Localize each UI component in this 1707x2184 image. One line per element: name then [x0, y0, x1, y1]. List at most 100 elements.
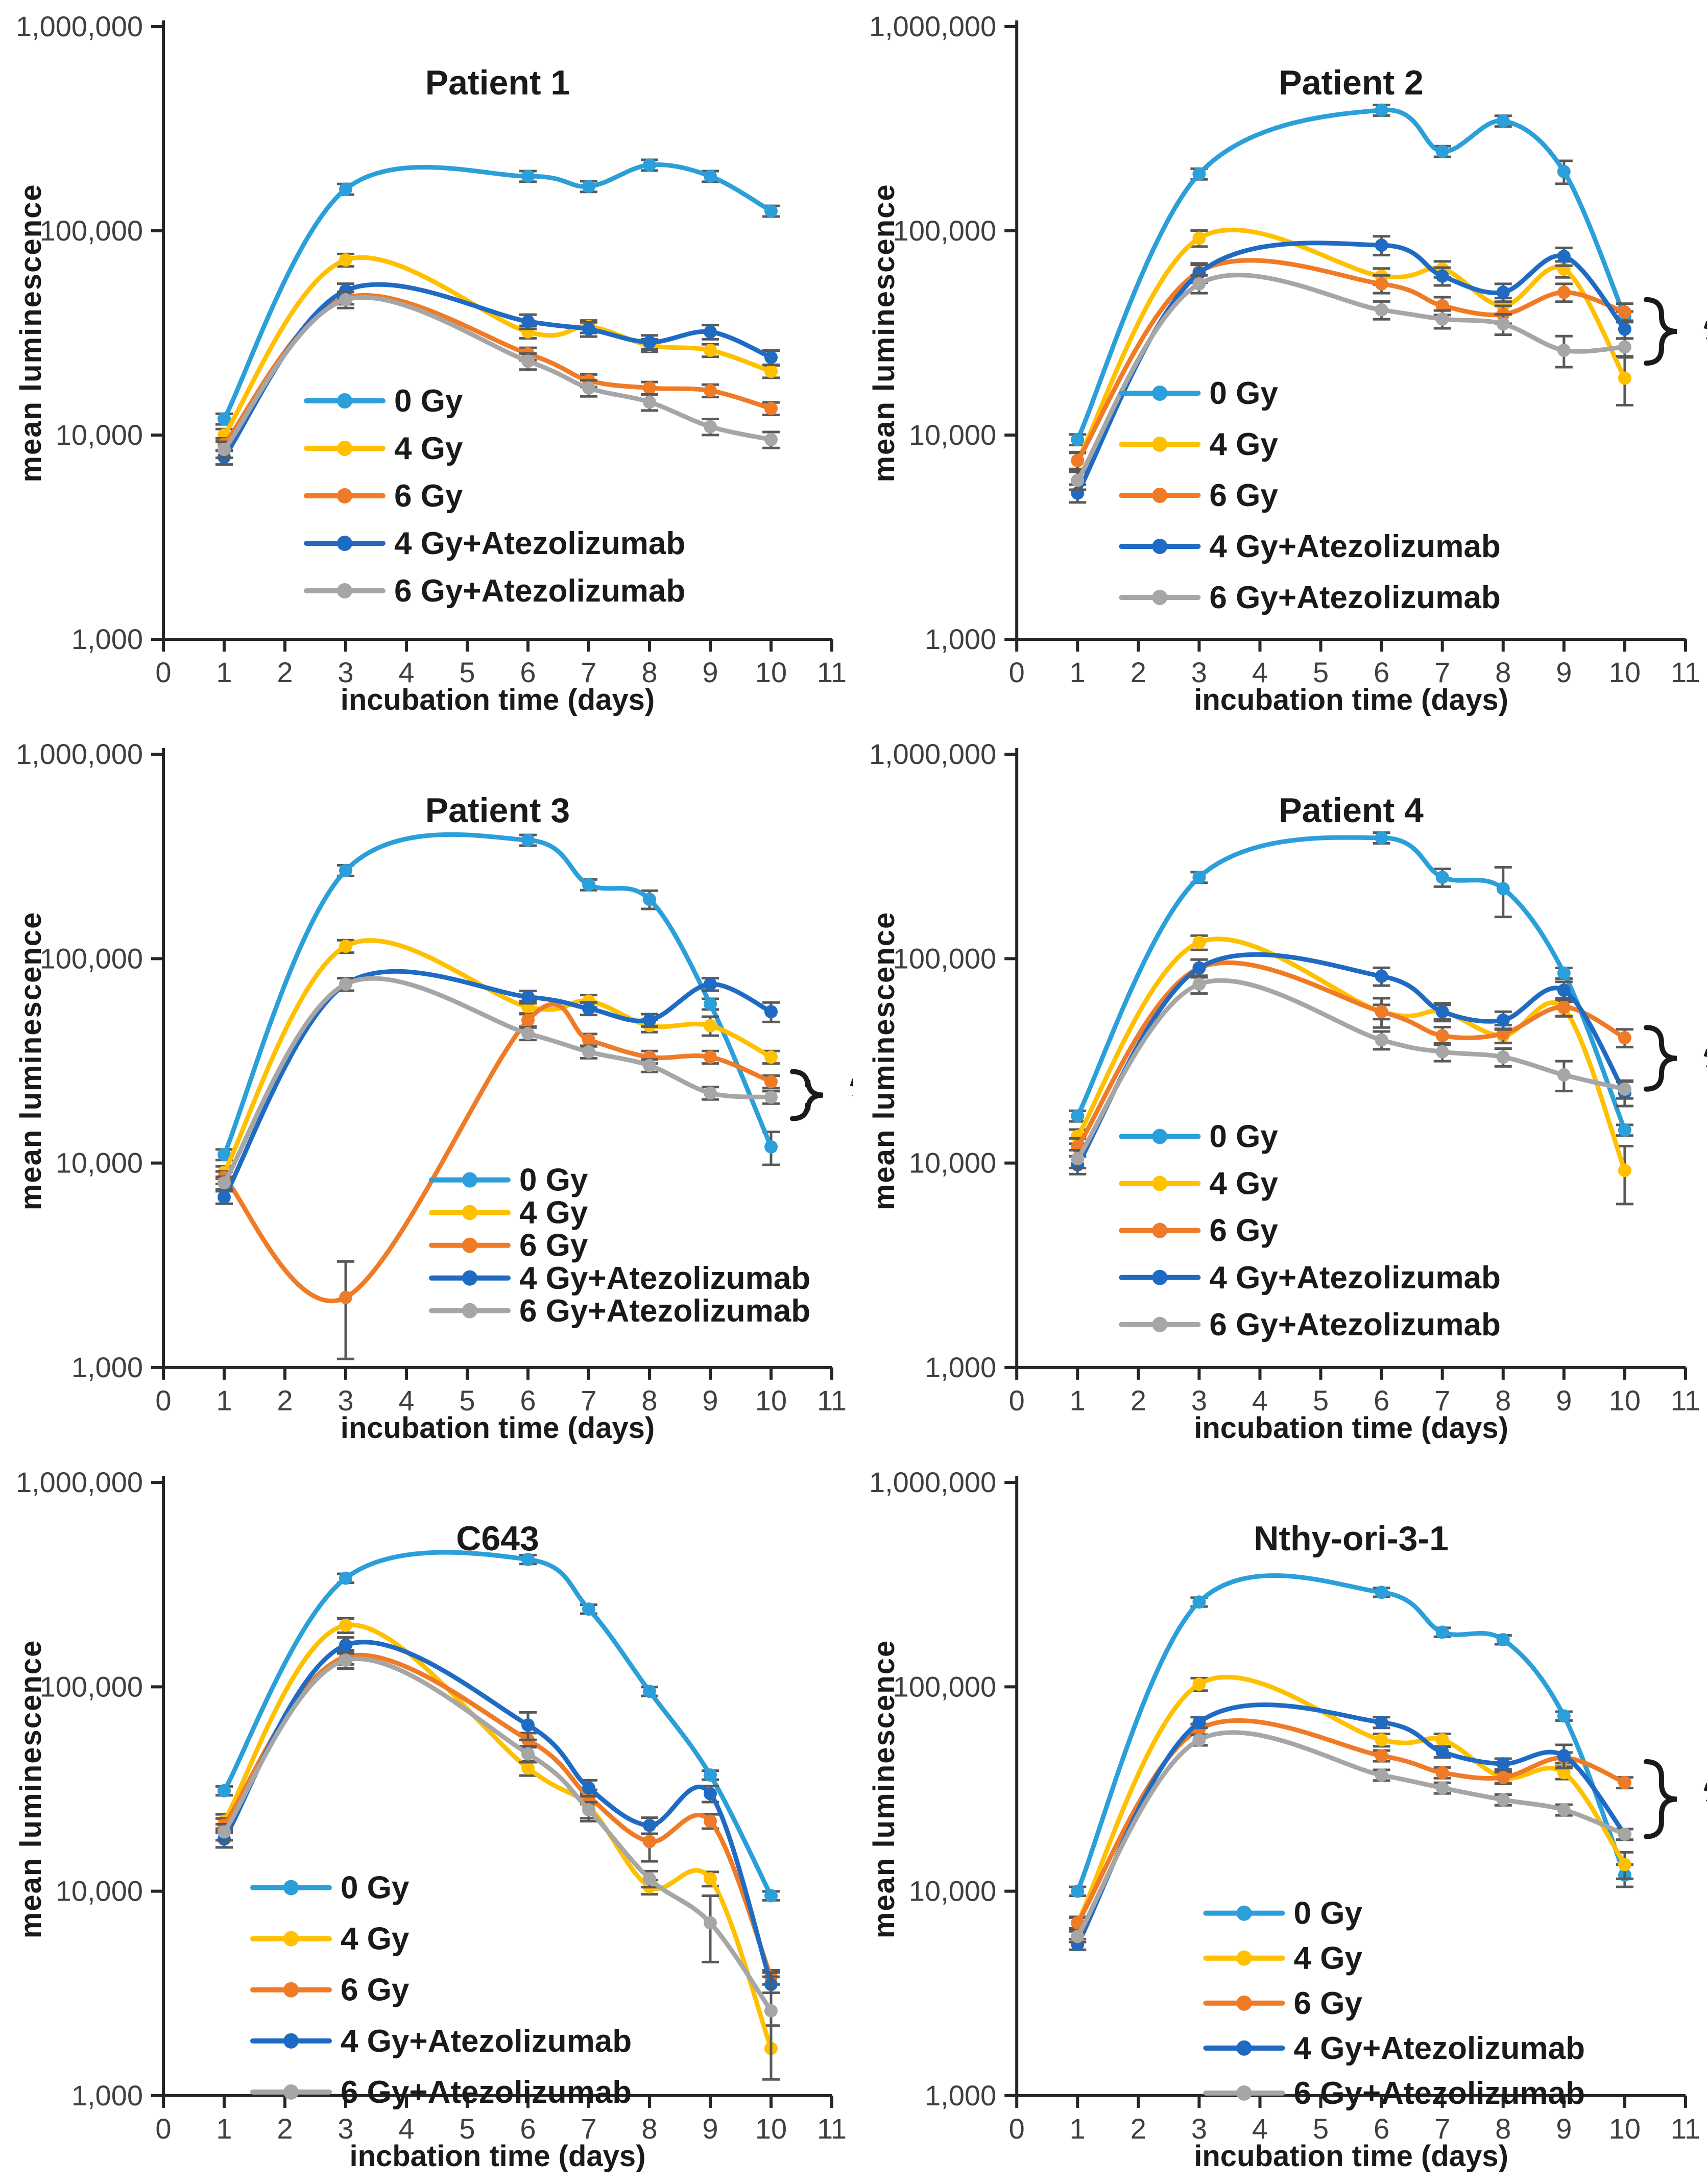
legend-swatch-marker [1152, 1175, 1168, 1191]
data-point [1375, 103, 1388, 117]
x-tick-label: 0 [1009, 1384, 1025, 1417]
series-line-3 [222, 969, 774, 1200]
series-line-2 [1075, 258, 1627, 463]
legend-swatch-marker [1152, 1316, 1168, 1332]
data-point [1192, 277, 1206, 291]
data-point [1435, 145, 1449, 158]
legend-swatch-marker [283, 1982, 299, 1998]
series-line-4 [222, 976, 774, 1185]
y-tick-label: 1,000 [925, 2079, 996, 2111]
y-tick-label: 1,000,000 [869, 10, 996, 42]
data-point [1496, 1770, 1510, 1784]
y-tick-label: 1,000,000 [16, 1466, 143, 1498]
x-tick-label: 7 [581, 1384, 596, 1417]
series-line-4 [1075, 1730, 1627, 1939]
y-tick-label: 1,000 [925, 1351, 996, 1383]
data-point [643, 381, 656, 395]
data-point [704, 1019, 717, 1033]
data-point [1618, 1828, 1631, 1841]
x-tick-label: 2 [277, 2113, 293, 2145]
y-axis-title: mean luminescence [868, 1640, 901, 1938]
data-point [1375, 1033, 1388, 1047]
legend-swatch-marker [462, 1270, 477, 1286]
data-point [1435, 312, 1449, 326]
data-point [643, 1872, 656, 1886]
data-point [1435, 269, 1449, 283]
data-point [1557, 966, 1571, 980]
data-point [704, 344, 717, 357]
y-tick-label: 10,000 [909, 1147, 996, 1179]
data-point [1375, 831, 1388, 845]
x-tick-label: 5 [459, 1384, 475, 1417]
x-tick-label: 9 [1556, 656, 1572, 688]
legend-label: 6 Gy [519, 1228, 588, 1263]
x-axis-title: incubation time (days) [341, 1411, 655, 1445]
data-point [704, 1814, 717, 1828]
data-point [582, 322, 595, 336]
series-line-0 [222, 1550, 774, 1899]
x-tick-label: 11 [1671, 656, 1700, 688]
data-point [643, 1685, 656, 1698]
data-point [339, 253, 352, 267]
data-point [1192, 1595, 1206, 1609]
data-point [1496, 1793, 1510, 1807]
x-tick-label: 0 [1009, 2113, 1025, 2145]
x-axis-title: incbation time (days) [349, 2140, 645, 2173]
series-line-2 [1075, 960, 1627, 1149]
data-point [1192, 977, 1206, 991]
x-tick-label: 6 [1374, 656, 1389, 688]
y-axis-title: mean luminescence [868, 911, 901, 1210]
significance-bracket [790, 1069, 824, 1121]
chart-panel-5: C643 mean luminescence incbation time (day… [0, 1456, 853, 2184]
x-tick-label: 7 [581, 2113, 596, 2145]
y-tick-label: 100,000 [40, 942, 143, 974]
chart-svg: Patient 4 mean luminescence incubation tim… [868, 738, 1707, 1445]
legend-label: 0 Gy [1209, 1119, 1278, 1155]
data-point [643, 1818, 656, 1832]
legend-label: 0 Gy [394, 383, 463, 419]
x-tick-label: 9 [1556, 2113, 1572, 2145]
data-point [764, 350, 778, 364]
legend-swatch-marker [1152, 539, 1168, 554]
significance-bracket [1643, 1759, 1677, 1839]
data-point [1375, 303, 1388, 317]
x-tick-label: 3 [1191, 2113, 1207, 2145]
data-point [1192, 1733, 1206, 1747]
data-point [1496, 1757, 1510, 1771]
data-point [1192, 871, 1206, 884]
x-tick-label: 8 [641, 656, 657, 688]
legend-label: 4 Gy [1209, 1166, 1278, 1202]
data-point [1071, 473, 1085, 487]
data-point [704, 997, 717, 1011]
data-point [1557, 1068, 1571, 1082]
x-tick-label: 4 [398, 1384, 414, 1417]
data-point [1618, 371, 1631, 385]
legend-swatch-marker [283, 1880, 299, 1895]
x-tick-label: 0 [155, 2113, 171, 2145]
data-point [1618, 340, 1631, 354]
significance-star: * [850, 1055, 853, 1141]
significance-star: * [1703, 298, 1707, 383]
data-point [1375, 1715, 1388, 1729]
data-point [643, 1835, 656, 1849]
data-point [643, 1059, 656, 1072]
legend-label: 0 Gy [519, 1163, 588, 1198]
series-line-1 [222, 938, 774, 1175]
legend-label: 4 Gy [1209, 427, 1278, 462]
legend-label: 4 Gy+Atezolizumab [341, 2024, 632, 2059]
legend-swatch-marker [337, 441, 352, 456]
data-point [1071, 1109, 1085, 1123]
x-tick-label: 2 [277, 656, 293, 688]
data-point [521, 833, 535, 847]
data-point [1435, 1766, 1449, 1780]
data-point [218, 1190, 231, 1204]
data-point [704, 1768, 717, 1782]
data-point [704, 170, 717, 183]
series-line-4 [1075, 978, 1627, 1161]
data-point [1375, 238, 1388, 252]
data-point [1375, 1749, 1388, 1763]
legend-label: 4 Gy+Atezolizumab [1209, 529, 1500, 564]
data-point [1618, 322, 1631, 336]
data-point [339, 1571, 352, 1585]
